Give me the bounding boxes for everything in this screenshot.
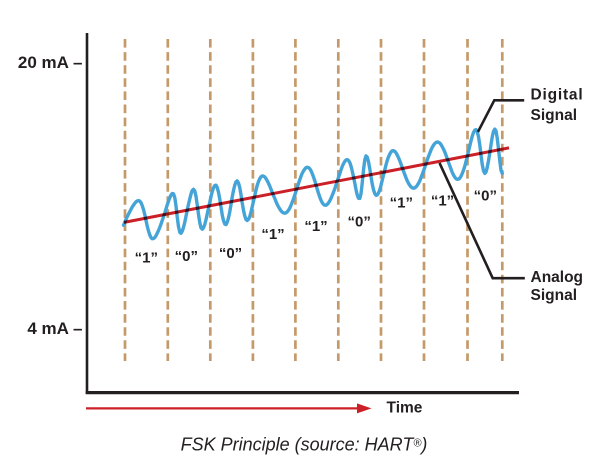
svg-text:“0”: “0”	[219, 245, 242, 262]
svg-text:20 mA –: 20 mA –	[18, 53, 83, 72]
svg-text:“1”: “1”	[431, 192, 454, 209]
svg-text:Time: Time	[387, 400, 423, 417]
svg-text:Signal: Signal	[531, 287, 578, 304]
svg-text:“1”: “1”	[135, 249, 158, 266]
svg-text:“0”: “0”	[348, 214, 371, 231]
svg-text:4 mA –: 4 mA –	[27, 319, 82, 338]
svg-text:“1”: “1”	[304, 218, 327, 235]
svg-text:Analog: Analog	[531, 269, 584, 286]
svg-text:“1”: “1”	[261, 226, 284, 243]
svg-text:Signal: Signal	[531, 107, 578, 124]
svg-text:FSK Principle (source: HART®): FSK Principle (source: HART®)	[181, 435, 428, 455]
svg-text:“0”: “0”	[175, 248, 198, 265]
svg-text:“0”: “0”	[474, 187, 497, 204]
svg-text:Digital: Digital	[531, 87, 584, 104]
svg-text:“1”: “1”	[390, 194, 413, 211]
